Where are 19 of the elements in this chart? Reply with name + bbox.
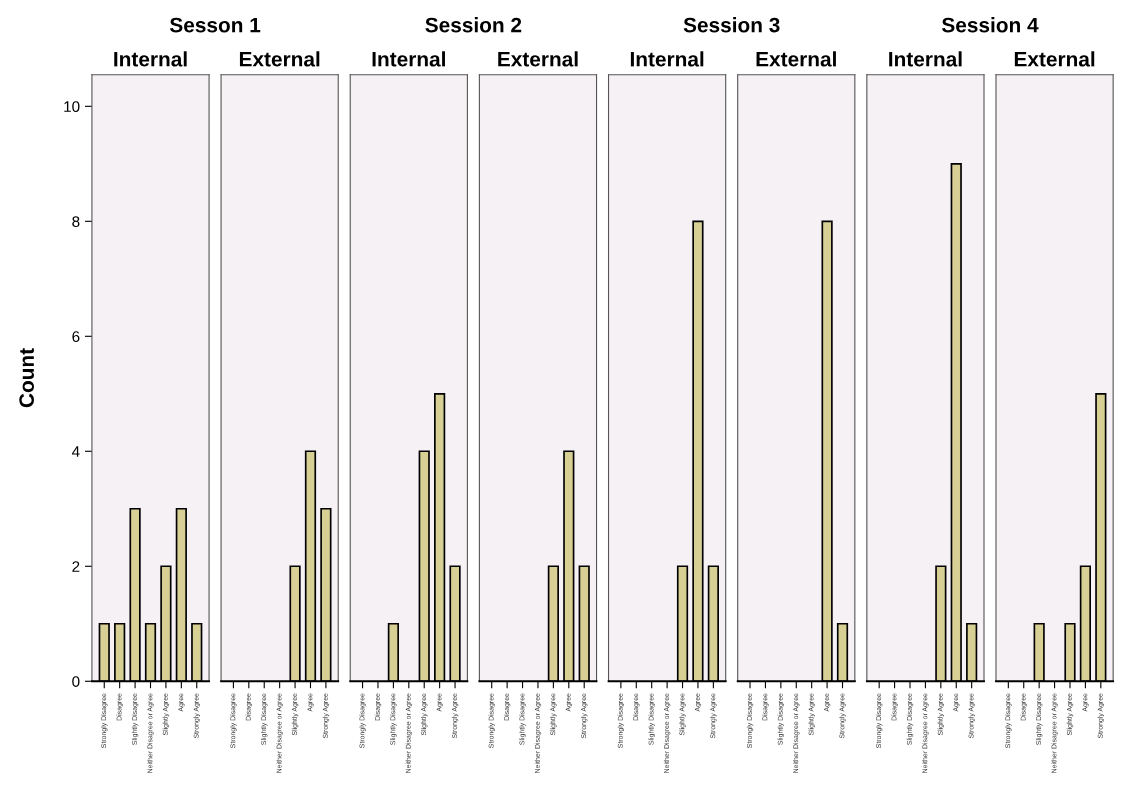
chart-subtitle: External <box>239 51 320 67</box>
chart-subtitle: Internal <box>372 51 445 67</box>
chart-title: Sesson 1 <box>169 17 261 33</box>
chart-subtitle: Internal <box>114 51 187 67</box>
chart-subtitle: External <box>498 51 578 67</box>
y-tick-label: 10 <box>64 101 80 113</box>
y-tick-label: 2 <box>72 561 80 572</box>
chart-subtitle: External <box>756 51 836 67</box>
y-tick-label: 6 <box>72 331 80 342</box>
chart-title: Session 4 <box>941 17 1039 33</box>
chart-subtitle: Internal <box>630 51 704 67</box>
y-tick-label: 8 <box>72 216 80 227</box>
chart-title: Session 3 <box>683 17 780 33</box>
chart-subtitle: Internal <box>889 51 962 67</box>
y-tick-label: 0 <box>72 676 80 687</box>
chart-subtitle: External <box>1014 51 1095 67</box>
chart-title: Session 2 <box>425 17 522 33</box>
y-tick-label: 4 <box>71 446 80 457</box>
y-axis-title: Count <box>19 348 35 408</box>
